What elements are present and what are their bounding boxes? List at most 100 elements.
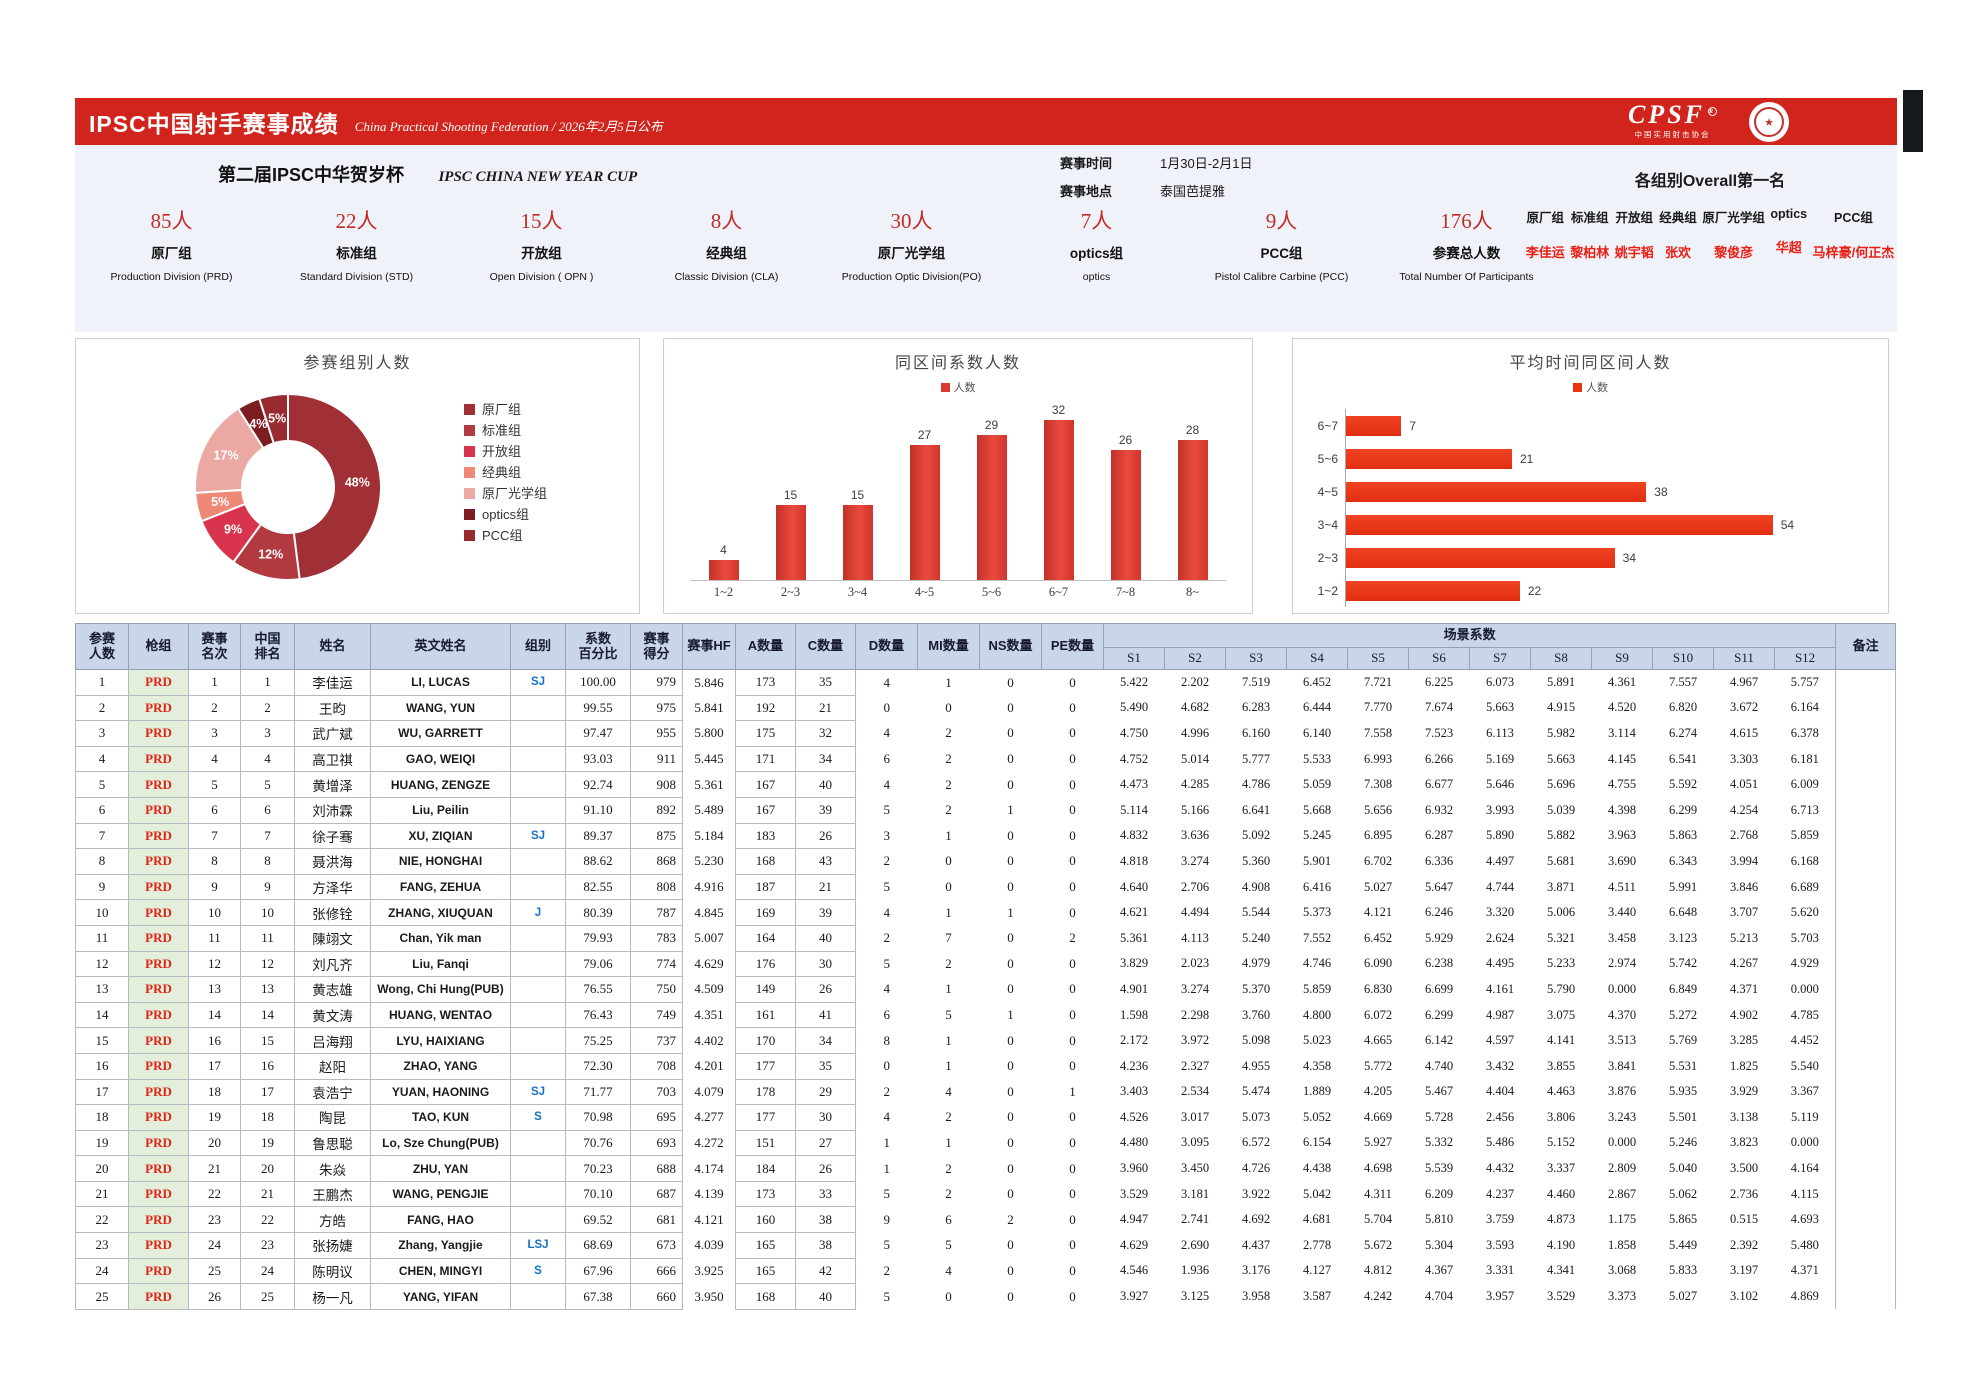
table-cell: 6.677 [1424, 777, 1454, 792]
table-cell: 5.006 [1546, 905, 1576, 920]
table-cell: 张修铨 [294, 899, 371, 926]
bar-category-label: 6~7 [1048, 585, 1069, 599]
legend-item: PCC组 [464, 525, 547, 546]
table-cell: 7.308 [1363, 777, 1393, 792]
table-cell: 5.790 [1546, 981, 1576, 996]
table-cell [1835, 1283, 1897, 1310]
table-cell: 5.486 [1485, 1135, 1515, 1150]
table-cell: 5.361 [1119, 930, 1149, 945]
stat-label: 原厂光学组 [877, 246, 946, 261]
table-cell: 70.10 [565, 1180, 631, 1208]
table-cell: 4.640 [1119, 879, 1149, 894]
column-header: C数量 [795, 623, 856, 670]
scene-group-header: 场景系数 [1102, 623, 1837, 648]
table-row: 24 PRD 25 24 陈明议 CHEN, MINGYI S 67.96 666 3.925 16… [75, 1257, 1897, 1285]
table-cell: CHEN, MINGYI [370, 1257, 511, 1285]
table-cell: 4.463 [1546, 1084, 1576, 1099]
table-cell: 4.254 [1729, 802, 1759, 817]
scene-column-header: S4 [1286, 647, 1348, 670]
table-cell: 7.519 [1241, 675, 1271, 690]
table-cell: 4.693 [1790, 1212, 1819, 1227]
table-cell: 5.540 [1790, 1058, 1819, 1073]
table-cell: 695 [630, 1104, 683, 1131]
table-cell: 5.544 [1241, 905, 1271, 920]
table-cell: 黄增泽 [294, 771, 371, 798]
table-cell: 165 [735, 1232, 796, 1259]
stat-block: 9人 PCC组 Pistol Calibre Carbine (PCC) [1189, 205, 1374, 283]
table-cell: 5.533 [1302, 751, 1332, 766]
table-cell: 5.865 [1668, 1212, 1698, 1227]
table-cell: 23 [188, 1206, 241, 1234]
table-cell: 5.304 [1424, 1237, 1454, 1252]
stat-sublabel: Production Division (PRD) [110, 271, 233, 283]
table-cell: 3.303 [1729, 751, 1759, 766]
table-cell: 5.332 [1424, 1135, 1454, 1150]
table-cell: 0 [1069, 1109, 1076, 1125]
table-cell: 2 [883, 853, 891, 869]
table-cell: 0 [1007, 1288, 1014, 1304]
table-cell: 徐子骞 [294, 822, 371, 850]
table-cell: 5.663 [1546, 751, 1576, 766]
table-cell: 5.728 [1424, 1109, 1454, 1124]
table-cell: 2 [945, 955, 952, 971]
table-cell: 3.095 [1180, 1135, 1210, 1150]
column-header: PE数量 [1041, 623, 1104, 670]
table-cell: 5.480 [1790, 1237, 1819, 1252]
overall-winner-name: 黎俊彦 [1714, 245, 1754, 260]
table-cell: 0 [1069, 674, 1076, 690]
table-cell: 4 [945, 1083, 952, 1099]
table-cell: 5.023 [1302, 1033, 1332, 1048]
table-cell: 164 [735, 924, 796, 952]
table-cell: ZHU, YAN [370, 1155, 511, 1182]
table-cell: 170 [735, 1027, 796, 1054]
table-cell: 6.154 [1302, 1135, 1332, 1150]
hbar-track: 34 [1345, 541, 1854, 574]
table-cell: PRD [128, 745, 189, 773]
table-cell: 0 [1069, 776, 1076, 792]
table-cell [510, 745, 566, 773]
table-cell: 3.114 [1608, 725, 1636, 740]
table-cell: 4.681 [1302, 1212, 1332, 1227]
hbar-track: 21 [1345, 442, 1854, 475]
table-cell [1835, 1130, 1897, 1156]
donut-slice-label: 12% [258, 547, 283, 561]
table-cell: 2 [945, 1160, 952, 1176]
table-cell: 5.833 [1668, 1263, 1698, 1278]
table-cell: 5.703 [1790, 930, 1819, 945]
table-cell: 3.963 [1607, 828, 1637, 843]
table-cell: 68.69 [565, 1232, 631, 1259]
table-cell [510, 976, 566, 1003]
table-cell: 5.233 [1546, 956, 1576, 971]
table-cell: 5.531 [1668, 1058, 1698, 1073]
table-cell: 6.181 [1790, 751, 1819, 766]
table-cell: 1 [945, 1032, 952, 1048]
table-row: 13 PRD 13 13 黄志雄 Wong, Chi Hung(PUB) 76.55 750 4… [75, 976, 1897, 1003]
hbar-row: 6~7 7 [1309, 409, 1854, 442]
table-cell: 3.450 [1180, 1161, 1210, 1176]
table-cell: 5.272 [1668, 1007, 1698, 1022]
table-cell: 79.93 [565, 924, 631, 952]
table-cell: 6.820 [1668, 700, 1698, 715]
table-cell: 6 [240, 796, 295, 824]
banner-strip [1903, 90, 1923, 152]
table-cell: XU, ZIQIAN [370, 822, 511, 850]
table-cell: 4.079 [682, 1079, 736, 1105]
table-cell [1835, 797, 1897, 824]
table-cell: 8 [75, 848, 129, 875]
chart-panel-divisions: 参赛组别人数 48% 12% 9% 5% 17% 4% 5% 原厂组 标准组 开放组 经典组 原厂光… [75, 338, 640, 614]
table-cell: 5.935 [1668, 1084, 1698, 1099]
table-cell: ZHANG, XIUQUAN [370, 899, 511, 926]
table-cell: 22 [240, 1206, 295, 1234]
table-cell: 6.283 [1241, 700, 1271, 715]
event-time-value: 1月30日-2月1日 [1160, 156, 1253, 171]
table-cell: 4.371 [1790, 1263, 1819, 1278]
table-cell: 5.467 [1424, 1084, 1454, 1099]
table-row: 1 PRD 1 1 李佳运 LI, LUCAS SJ 100.00 979 5.846 173 35 4… [75, 669, 1897, 696]
table-cell: 868 [630, 848, 683, 875]
table-cell: 5.184 [682, 823, 736, 849]
stat-count: 85人 [150, 209, 193, 233]
table-cell: 0 [1069, 802, 1076, 818]
table-cell: 2.534 [1180, 1084, 1210, 1099]
table-cell: 3.529 [1546, 1289, 1576, 1304]
table-cell: 1 [1069, 1083, 1076, 1099]
